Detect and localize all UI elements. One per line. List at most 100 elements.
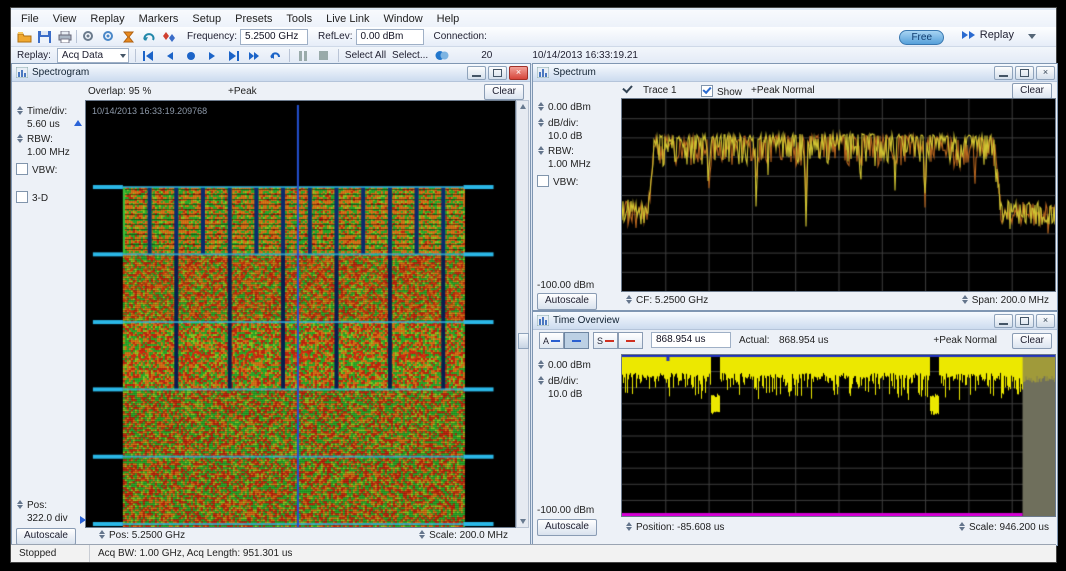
rbw-spinner-icon[interactable]: [537, 146, 545, 155]
menu-setup[interactable]: Setup: [192, 12, 222, 25]
minimize-button[interactable]: [994, 314, 1013, 328]
menu-tools[interactable]: Tools: [286, 12, 313, 25]
show-checkbox-box[interactable]: [701, 85, 713, 97]
settings-gear-icon[interactable]: [80, 29, 97, 44]
menu-file[interactable]: File: [21, 12, 39, 25]
select-all-button[interactable]: Select All: [344, 50, 387, 61]
vbw-checkbox-box[interactable]: [537, 175, 549, 187]
spectrum-titlebar[interactable]: Spectrum ×: [533, 64, 1057, 82]
skip-start-button[interactable]: [142, 49, 157, 62]
restore-button[interactable]: [1015, 66, 1034, 80]
close-button[interactable]: ×: [1036, 314, 1055, 328]
span-spinner-icon[interactable]: [961, 295, 969, 304]
restore-button[interactable]: [488, 66, 507, 80]
options-gear-icon[interactable]: [100, 29, 117, 44]
time-overview-canvas[interactable]: [622, 355, 1055, 516]
ref-level-spinner-icon[interactable]: [537, 102, 545, 111]
time-div-label[interactable]: Time/div:: [16, 106, 67, 117]
three-d-checkbox-box[interactable]: [16, 191, 28, 203]
skip-end-button[interactable]: [226, 49, 241, 62]
position-spinner-icon[interactable]: [625, 522, 633, 531]
minimize-button[interactable]: [994, 66, 1013, 80]
menu-replay[interactable]: Replay: [90, 12, 125, 25]
spectrum-vbw-checkbox[interactable]: VBW:: [537, 175, 578, 188]
trace-check-icon[interactable]: [622, 82, 633, 96]
analysis-length-button[interactable]: A: [539, 332, 564, 349]
pos-freq-spinner-icon[interactable]: [98, 530, 106, 539]
analysis-marker-button[interactable]: [564, 332, 589, 349]
menu-help[interactable]: Help: [436, 12, 460, 25]
scroll-up-icon[interactable]: [520, 104, 526, 109]
trace-selector[interactable]: Trace 1: [643, 85, 677, 96]
select-button[interactable]: Select...: [392, 50, 429, 61]
time-overview-clear-button[interactable]: Clear: [1012, 333, 1052, 349]
time-div-spinner-icon[interactable]: [16, 106, 24, 115]
spectrum-length-button[interactable]: S: [593, 332, 618, 349]
markers-icon[interactable]: [160, 29, 177, 44]
minimize-button[interactable]: [467, 66, 486, 80]
replay-source-select[interactable]: Acq Data: [56, 48, 129, 63]
position-readout[interactable]: Position: -85.608 us: [625, 522, 724, 533]
scroll-down-icon[interactable]: [520, 519, 526, 524]
spectrum-marker-button[interactable]: [618, 332, 643, 349]
redo-loop-icon[interactable]: [140, 29, 157, 44]
spectrogram-canvas[interactable]: [86, 101, 515, 527]
stop-button[interactable]: [317, 49, 332, 62]
spectrum-clear-button[interactable]: Clear: [1012, 83, 1052, 99]
time-overview-ref-top[interactable]: 0.00 dBm: [537, 360, 591, 371]
time-overview-db-div-label[interactable]: dB/div:: [537, 376, 579, 387]
spectrogram-pos-readout[interactable]: Pos: 5.2500 GHz: [98, 530, 185, 541]
ref-level-spinner-icon[interactable]: [537, 360, 545, 369]
time-overview-titlebar[interactable]: Time Overview ×: [533, 312, 1057, 330]
rbw-spinner-icon[interactable]: [16, 134, 24, 143]
vbw-checkbox-box[interactable]: [16, 163, 28, 175]
time-overview-plot[interactable]: [621, 354, 1056, 517]
menu-markers[interactable]: Markers: [138, 12, 179, 25]
menu-view[interactable]: View: [52, 12, 77, 25]
spectrum-plot[interactable]: [621, 98, 1056, 292]
pos-spinner-icon[interactable]: [16, 500, 24, 509]
three-d-checkbox[interactable]: 3-D: [16, 191, 48, 204]
spectrogram-autoscale-button[interactable]: Autoscale: [16, 528, 76, 545]
close-button[interactable]: ×: [1036, 66, 1055, 80]
time-scale-spinner-icon[interactable]: [958, 522, 966, 531]
replay-dropdown-arrow-icon[interactable]: [1028, 34, 1036, 39]
spectrogram-clear-button[interactable]: Clear: [484, 84, 524, 100]
menu-window[interactable]: Window: [383, 12, 423, 25]
spectrogram-titlebar[interactable]: Spectrogram ×: [12, 64, 530, 82]
ref-level-input[interactable]: 0.00 dBm: [355, 28, 424, 45]
scale-spinner-icon[interactable]: [418, 530, 426, 539]
spectrogram-plot[interactable]: 10/14/2013 16:33:19.209768: [85, 100, 516, 528]
acquisition-icon[interactable]: [120, 29, 137, 44]
spectrum-autoscale-button[interactable]: Autoscale: [537, 293, 597, 310]
show-checkbox[interactable]: Show: [701, 85, 742, 98]
cf-readout[interactable]: CF: 5.2500 GHz: [625, 295, 708, 306]
cf-spinner-icon[interactable]: [625, 295, 633, 304]
spectrogram-scrollbar[interactable]: [516, 100, 529, 528]
close-button[interactable]: ×: [509, 66, 528, 80]
spectrum-rbw-label[interactable]: RBW:: [537, 146, 574, 157]
db-div-spinner-icon[interactable]: [537, 376, 545, 385]
acq-info-icon[interactable]: [434, 49, 449, 62]
print-icon[interactable]: [56, 29, 73, 44]
restore-button[interactable]: [1015, 314, 1034, 328]
spectrogram-vbw-checkbox[interactable]: VBW:: [16, 163, 57, 176]
menu-presets[interactable]: Presets: [235, 12, 273, 25]
db-div-spinner-icon[interactable]: [537, 118, 545, 127]
frequency-input[interactable]: 5.2500 GHz: [240, 28, 309, 45]
spectrogram-rbw-label[interactable]: RBW:: [16, 134, 53, 145]
spectrum-ref-top[interactable]: 0.00 dBm: [537, 102, 591, 113]
menu-live-link[interactable]: Live Link: [326, 12, 370, 25]
spectrum-db-div-label[interactable]: dB/div:: [537, 118, 579, 129]
open-folder-icon[interactable]: [16, 29, 33, 44]
pos-div-label[interactable]: Pos:: [16, 500, 47, 511]
time-scale-readout[interactable]: Scale: 946.200 us: [958, 522, 1049, 533]
time-overview-autoscale-button[interactable]: Autoscale: [537, 519, 597, 536]
pause-button[interactable]: [296, 49, 311, 62]
spectrum-canvas[interactable]: [622, 99, 1055, 291]
record-button[interactable]: [184, 49, 199, 62]
save-icon[interactable]: [36, 29, 53, 44]
play-button[interactable]: [205, 49, 220, 62]
free-run-button[interactable]: Free: [899, 30, 944, 45]
step-back-button[interactable]: [163, 49, 178, 62]
